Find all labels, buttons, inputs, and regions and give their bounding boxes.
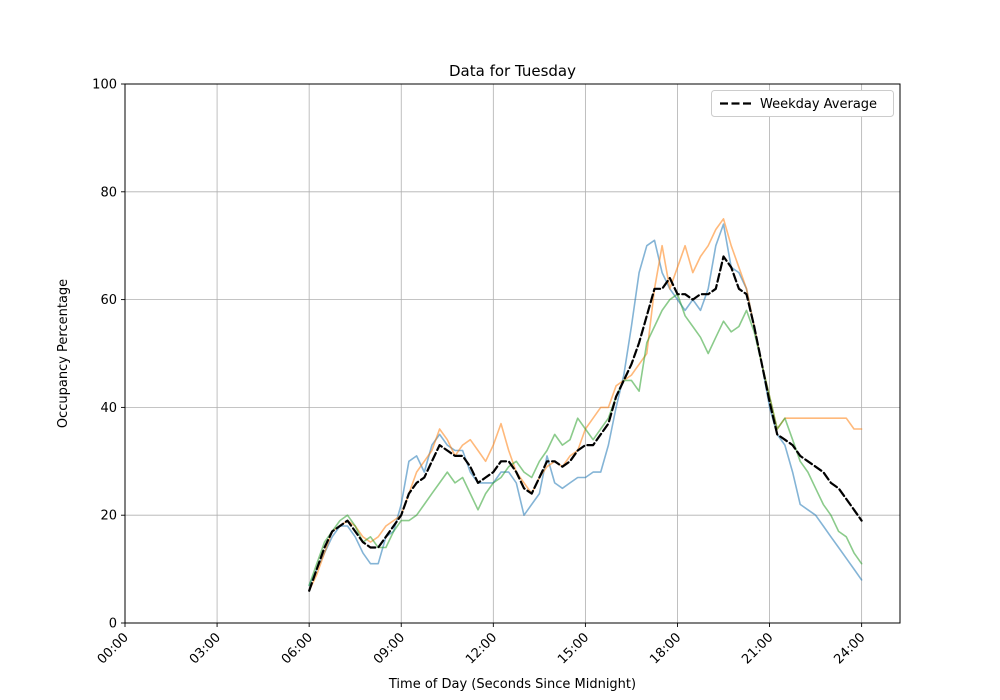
x-tick-label: 00:00 <box>95 630 132 667</box>
x-tick-label: 15:00 <box>555 630 592 667</box>
x-tick-label: 12:00 <box>463 630 500 667</box>
x-tick-label: 24:00 <box>831 630 868 667</box>
y-axis-label: Occupancy Percentage <box>56 279 71 428</box>
x-tick-label: 06:00 <box>279 630 316 667</box>
y-tick-label: 100 <box>92 78 117 93</box>
series-line-weekday-average <box>308 255 863 592</box>
series-layer <box>308 218 863 592</box>
y-tick-label: 40 <box>100 401 117 416</box>
x-tick-label: 09:00 <box>371 630 408 667</box>
plot-border <box>124 83 901 624</box>
legend: Weekday Average <box>711 90 894 117</box>
y-tick-label: 60 <box>100 293 117 308</box>
tick-layer: 00:00 03:00 06:00 09:00 12:00 15:00 18:00 21:00… <box>92 78 868 668</box>
y-tick-label: 0 <box>109 617 117 632</box>
x-tick-label: 21:00 <box>739 630 776 667</box>
series-line-series-1 <box>308 223 863 587</box>
x-axis-label: Time of Day (Seconds Since Midnight) <box>388 677 636 692</box>
legend-box <box>711 90 894 117</box>
y-tick-label: 20 <box>100 509 117 524</box>
y-tick-label: 80 <box>100 185 117 200</box>
x-tick-label: 03:00 <box>187 630 224 667</box>
grid-layer <box>124 83 900 624</box>
x-tick-label: 18:00 <box>647 630 684 667</box>
chart-title: Data for Tuesday <box>449 62 576 80</box>
legend-label: Weekday Average <box>760 97 877 112</box>
